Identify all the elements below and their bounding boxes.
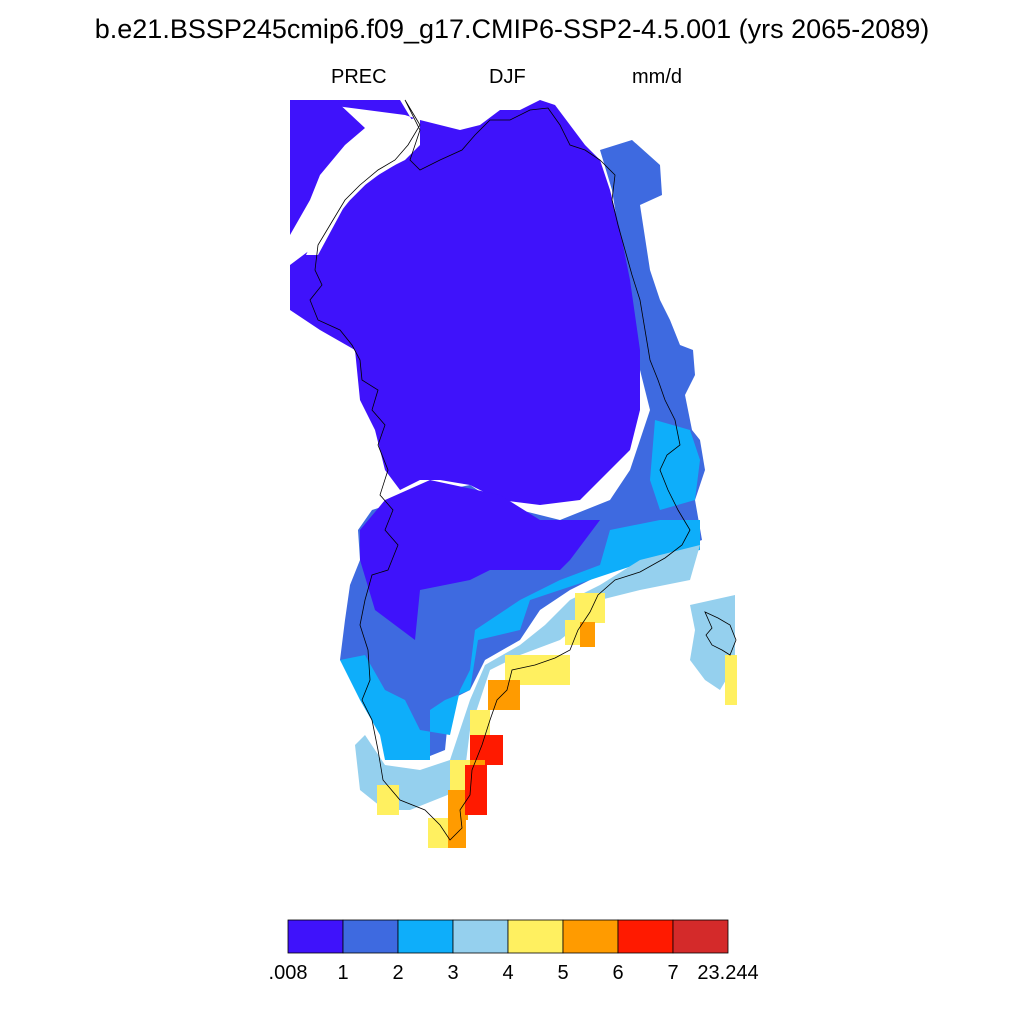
interior-0-1b xyxy=(360,480,600,640)
colorbar-tick-label: 23.244 xyxy=(697,962,758,984)
colorbar-swatch xyxy=(617,919,674,954)
colorbar-swatch xyxy=(507,919,564,954)
band-2-3b xyxy=(340,520,700,760)
band-1-2 xyxy=(340,140,705,760)
variable-label: PREC xyxy=(331,66,387,88)
units-label: mm/d xyxy=(632,66,682,88)
colorbar-swatch xyxy=(287,919,344,954)
colorbar-swatch xyxy=(452,919,509,954)
cell-5-6 xyxy=(580,622,595,647)
colorbar-swatch xyxy=(562,919,619,954)
cell-4-5 xyxy=(470,710,490,740)
colorbar-tick-label: 1 xyxy=(337,962,348,984)
iceland-4-5 xyxy=(725,655,737,705)
channel xyxy=(306,115,420,255)
figure-title: b.e21.BSSP245cmip6.f09_g17.CMIP6-SSP2-4.… xyxy=(94,14,930,44)
colorbar-tick-label: 7 xyxy=(667,962,678,984)
cell-6-7 xyxy=(465,765,487,815)
band-3-4 xyxy=(355,545,700,810)
band-2-3 xyxy=(650,420,700,510)
colorbar-swatch xyxy=(672,919,729,954)
nw-land-0-1 xyxy=(290,100,365,235)
colorbar-tick-label: 2 xyxy=(392,962,403,984)
iceland-3-4 xyxy=(690,595,735,690)
colorbar-tick-label: .008 xyxy=(269,962,308,984)
colorbar-tick-label: 3 xyxy=(447,962,458,984)
iceland-coastline xyxy=(704,611,737,656)
cell-6-7 xyxy=(485,735,503,765)
season-label: DJF xyxy=(489,66,526,88)
colorbar-swatch xyxy=(397,919,454,954)
coastline xyxy=(309,99,691,841)
colorbar-tick-label: 4 xyxy=(502,962,513,984)
colorbar-tick-label: 6 xyxy=(612,962,623,984)
cell-5-6 xyxy=(448,790,468,820)
colorbar-tick-label: 5 xyxy=(557,962,568,984)
map-cells xyxy=(290,100,737,848)
cell-4-5 xyxy=(428,818,448,848)
cell-4-5 xyxy=(565,620,580,645)
precipitation-map xyxy=(290,99,737,848)
colorbar-swatch xyxy=(342,919,399,954)
cell-5-6 xyxy=(488,680,520,710)
cell-4-5 xyxy=(575,593,605,623)
interior-0-1 xyxy=(290,100,640,505)
